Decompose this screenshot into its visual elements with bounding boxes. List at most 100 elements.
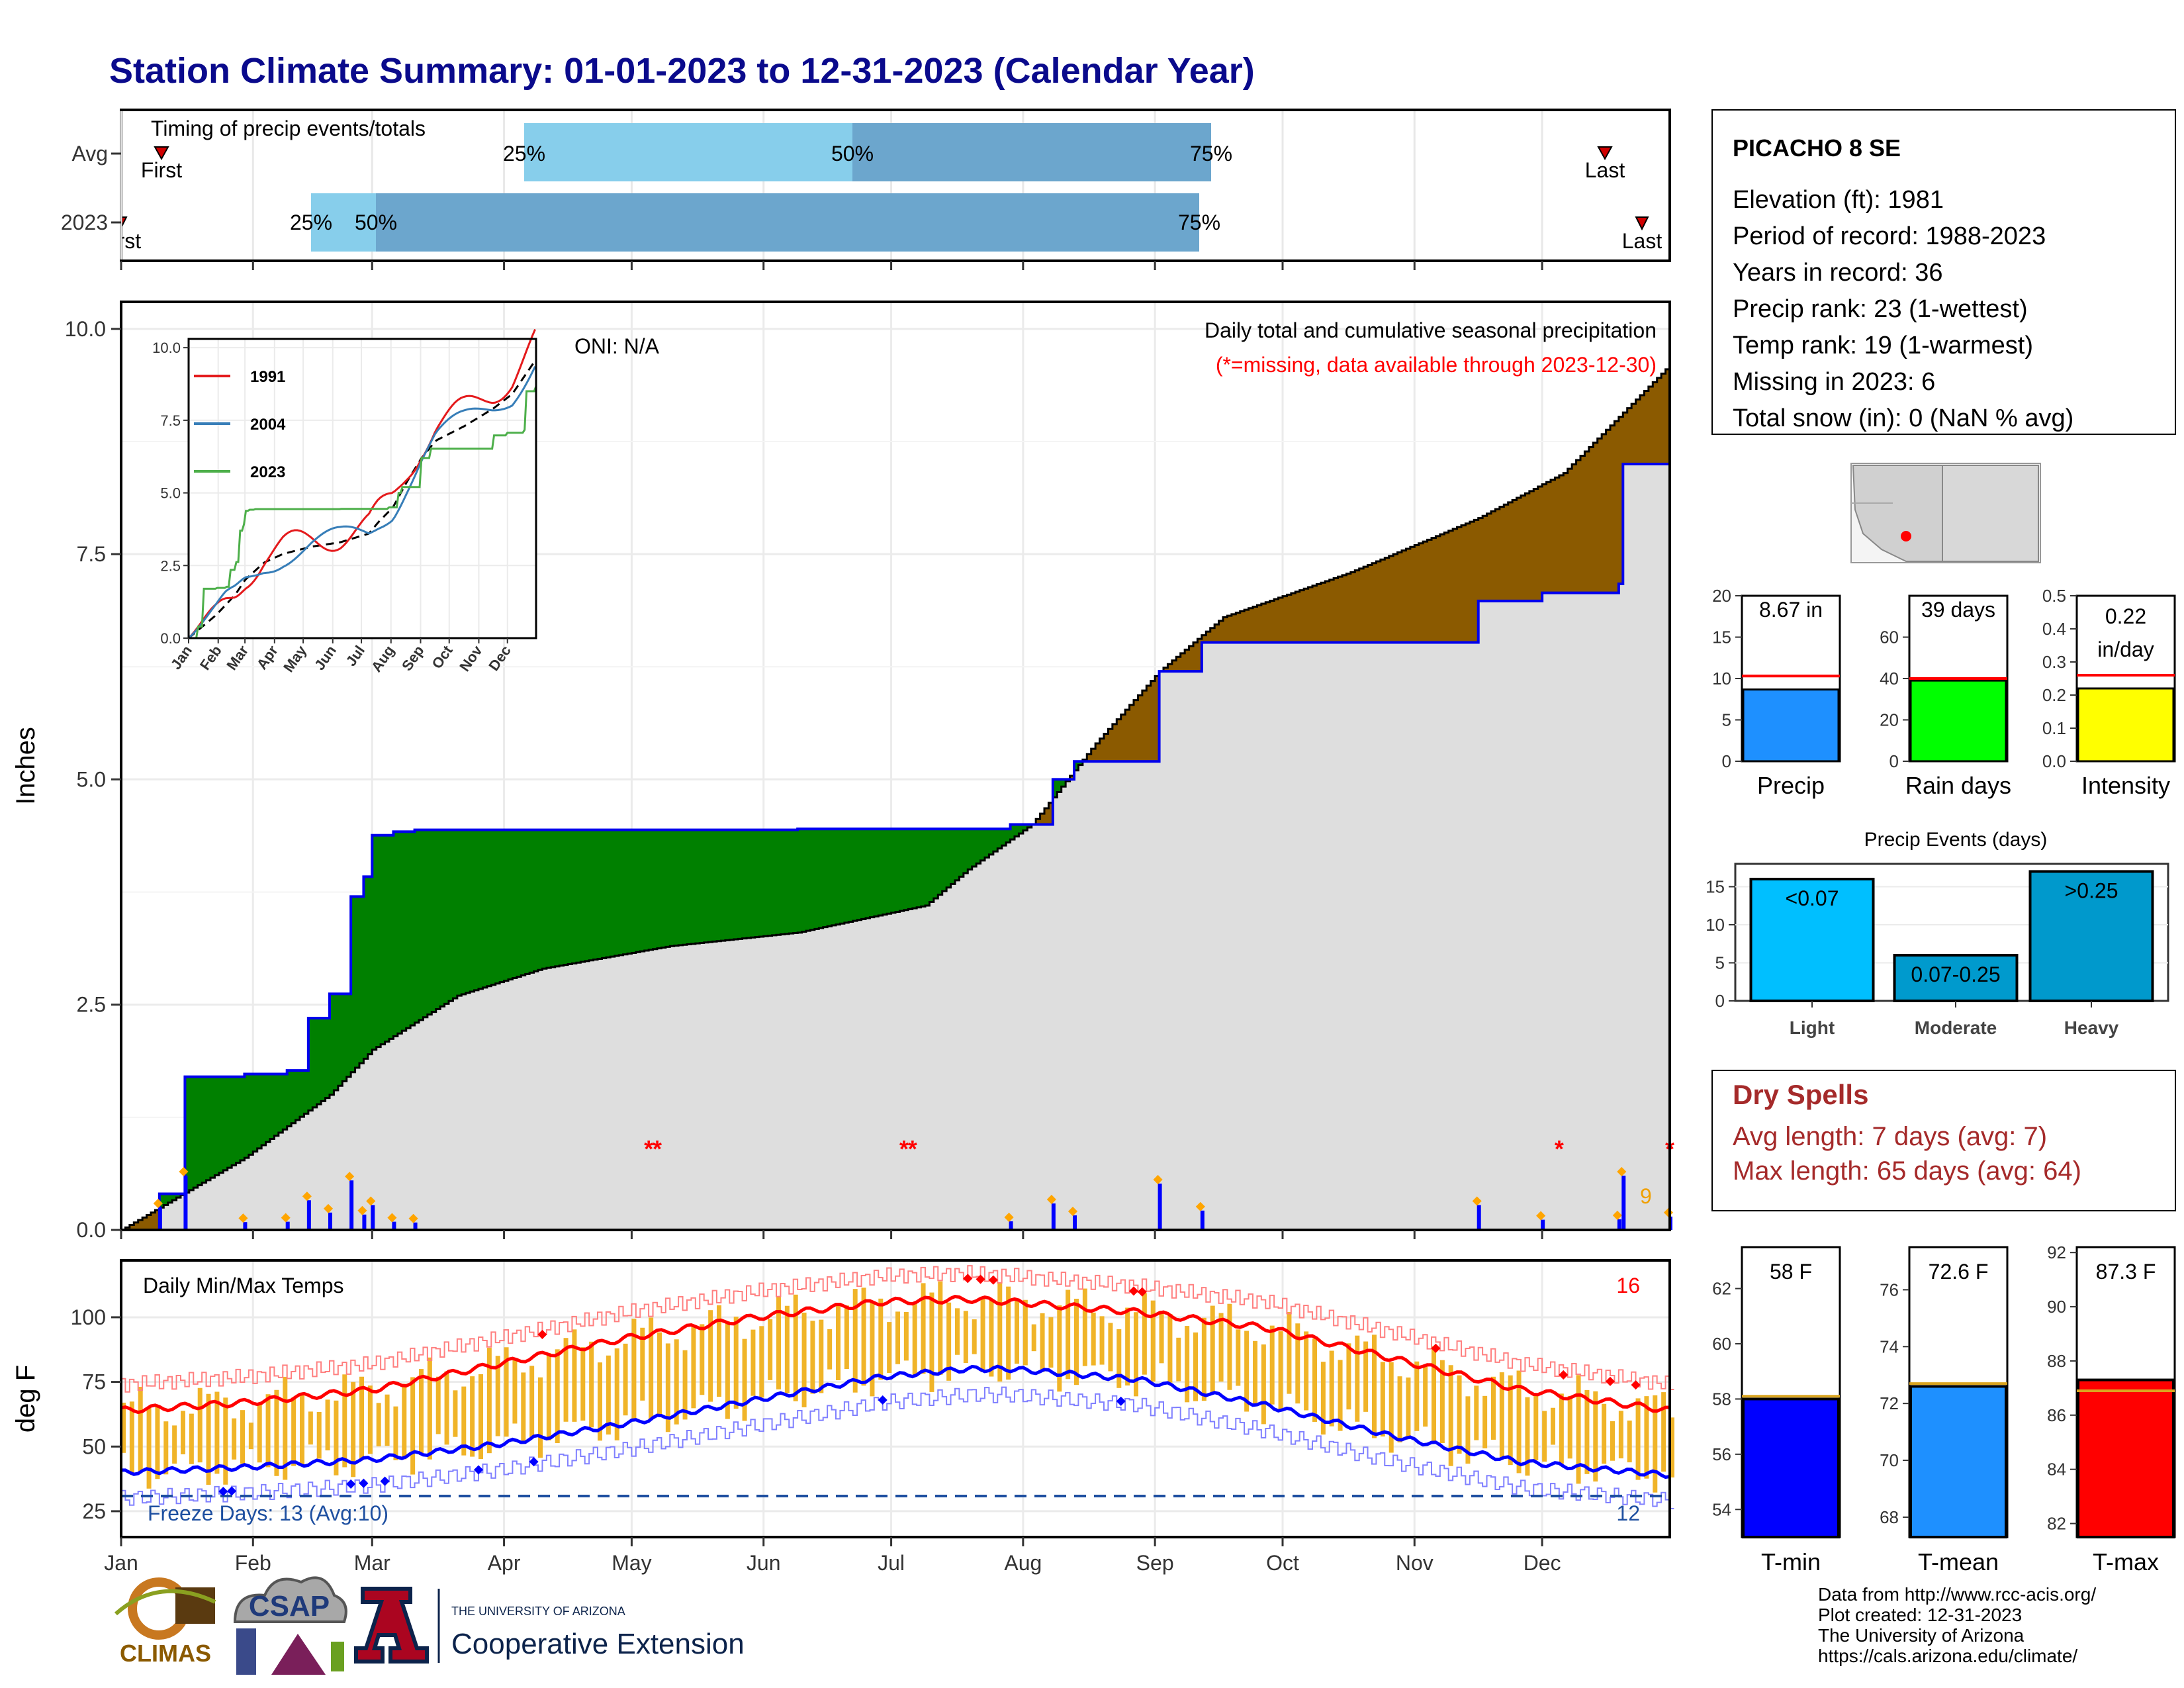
average-cumulative-area <box>121 365 1670 1231</box>
daily-temp-bar <box>1134 1312 1138 1397</box>
avg-p75-label: 75% <box>1190 142 1232 165</box>
daily-precip-bar <box>392 1221 396 1230</box>
temp-summary-name: T-min <box>1761 1548 1821 1575</box>
precip-events-panel: Precip Events (days) <0.07 Light 0.07-0.25… <box>1706 829 2169 1038</box>
temp-ytick-label: 25 <box>82 1499 106 1523</box>
summary-bar-value: 39 days <box>1921 598 1995 622</box>
daily-temp-bar <box>768 1319 773 1380</box>
daily-temp-bar <box>938 1281 943 1375</box>
average-cumulative-line <box>121 365 1671 1231</box>
daily-temp-bar <box>419 1369 424 1455</box>
daily-temp-bar <box>717 1305 721 1397</box>
daily-temp-bar <box>470 1376 475 1457</box>
record-high-marker <box>537 1329 547 1340</box>
daily-temp-bar <box>291 1397 296 1466</box>
station-info-line: Elevation (ft): 1981 <box>1733 186 1944 214</box>
daily-temp-bar <box>657 1332 662 1415</box>
daily-temp-bar <box>274 1389 279 1476</box>
daily-temp-bar <box>1185 1326 1190 1403</box>
daily-temp-bar <box>325 1399 330 1451</box>
temp-summary-tick-label: 56 <box>1712 1444 1731 1464</box>
daily-temp-bar <box>521 1372 526 1444</box>
station-info-line: Missing in 2023: 6 <box>1733 368 1935 396</box>
temp-summary-tick-label: 90 <box>2047 1297 2066 1317</box>
daily-temp-bar <box>1439 1360 1445 1444</box>
station-location-dot <box>1901 531 1911 541</box>
daily-temp-bar <box>1287 1311 1292 1394</box>
daily-precip-marker <box>153 1198 163 1209</box>
summary-bars: 8.67 in Precip 0 5 10 15 20 39 days Rain days 0 20… <box>1712 586 2176 799</box>
daily-precip-bar <box>328 1212 332 1230</box>
yr-bar-25-50 <box>311 193 376 252</box>
temperature-summary-bars: 58 F T-min 54 56 58 60 62 72.6 F T-mean 68 70 72 74 7… <box>1712 1243 2176 1575</box>
daily-precip-bar <box>371 1205 375 1230</box>
daily-precip-bar <box>1009 1221 1013 1230</box>
daily-temp-bar <box>1040 1313 1045 1372</box>
missing-marker: * <box>653 1135 662 1162</box>
dry-spells-max: Max length: 65 days (avg: 64) <box>1733 1156 2081 1186</box>
month-label: May <box>612 1551 651 1575</box>
avg-bar-50-75 <box>852 123 1211 181</box>
average-min-line <box>120 1364 1670 1479</box>
daily-temp-bar <box>1372 1335 1377 1438</box>
inset-ytick-label: 5.0 <box>160 485 181 502</box>
temp-ytick-label: 75 <box>82 1370 106 1394</box>
daily-temp-bar <box>674 1339 679 1425</box>
temp-summary-bar-2 <box>2077 1378 2175 1538</box>
record-high-marker <box>988 1275 998 1285</box>
daily-temp-bar <box>1499 1372 1504 1458</box>
daily-temp-bar <box>682 1350 688 1420</box>
inset-line-2004 <box>187 366 536 639</box>
events-bar-label: 0.07-0.25 <box>1911 962 2000 986</box>
footer-credit-line: Plot created: 12-31-2023 <box>1818 1605 2022 1625</box>
temp-summary-tick-label: 70 <box>1880 1450 1899 1470</box>
temp-summary-value: 72.6 F <box>1929 1260 1989 1284</box>
events-bar-label: <0.07 <box>1786 886 1839 910</box>
daily-temp-bar <box>1542 1411 1547 1462</box>
timing-panel: Timing of precip events/totals Avg 2023 … <box>61 109 1671 270</box>
daily-temp-bar <box>1159 1310 1164 1364</box>
daily-precip-bar <box>349 1180 354 1230</box>
daily-temp-bar <box>878 1298 884 1380</box>
events-category-label: Light <box>1790 1017 1835 1038</box>
daily-temp-bar <box>997 1283 1003 1382</box>
avg-p25-label: 25% <box>503 142 545 165</box>
daily-temp-bar <box>359 1376 364 1460</box>
daily-temp-bar <box>572 1329 577 1422</box>
month-label: Apr <box>488 1551 521 1575</box>
precip-ytick-label: 7.5 <box>77 542 106 566</box>
daily-temp-bar <box>1491 1376 1496 1440</box>
temp-summary-value: 87.3 F <box>2096 1260 2156 1284</box>
daily-precip-marker <box>1046 1194 1056 1205</box>
precip-caption: Daily total and cumulative seasonal prec… <box>1205 318 1657 342</box>
precip-ylabel: Inches <box>11 727 40 805</box>
yr-last-label: Last <box>1622 229 1662 253</box>
summary-tick-label: 20 <box>1880 710 1899 730</box>
daily-temp-bar <box>1567 1395 1572 1459</box>
daily-temp-bar <box>1474 1385 1479 1440</box>
summary-tick-label: 0.1 <box>2042 718 2066 738</box>
daily-temp-bar <box>631 1319 637 1421</box>
temp-summary-tick-label: 76 <box>1880 1280 1899 1299</box>
daily-temp-bar <box>435 1376 441 1434</box>
record-high-marker <box>1137 1287 1147 1297</box>
daily-temp-bar <box>1218 1313 1224 1382</box>
summary-bar-0 <box>1742 688 1840 763</box>
daily-temp-bar <box>1380 1362 1385 1437</box>
daily-temp-bar <box>972 1319 977 1354</box>
daily-temp-bar <box>1414 1361 1420 1431</box>
summary-tick-label: 0.3 <box>2042 652 2066 672</box>
daily-temp-bar <box>1253 1340 1257 1407</box>
daily-temp-bar <box>1329 1350 1334 1427</box>
temp-summary-name: T-mean <box>1918 1548 1999 1575</box>
summary-bar-unit: in/day <box>2097 637 2154 661</box>
daily-temp-bar <box>759 1326 764 1398</box>
temp-summary-tick-label: 74 <box>1880 1336 1899 1356</box>
daily-temp-bar <box>504 1347 509 1437</box>
daily-temp-bar <box>895 1311 900 1364</box>
daily-temp-bar <box>385 1394 390 1446</box>
daily-temp-bar <box>725 1321 730 1419</box>
timing-row-2023-label: 2023 <box>61 211 108 234</box>
station-info-line: Total snow (in): 0 (NaN % avg) <box>1733 404 2073 432</box>
cumulative-2023-line <box>121 448 1671 1231</box>
